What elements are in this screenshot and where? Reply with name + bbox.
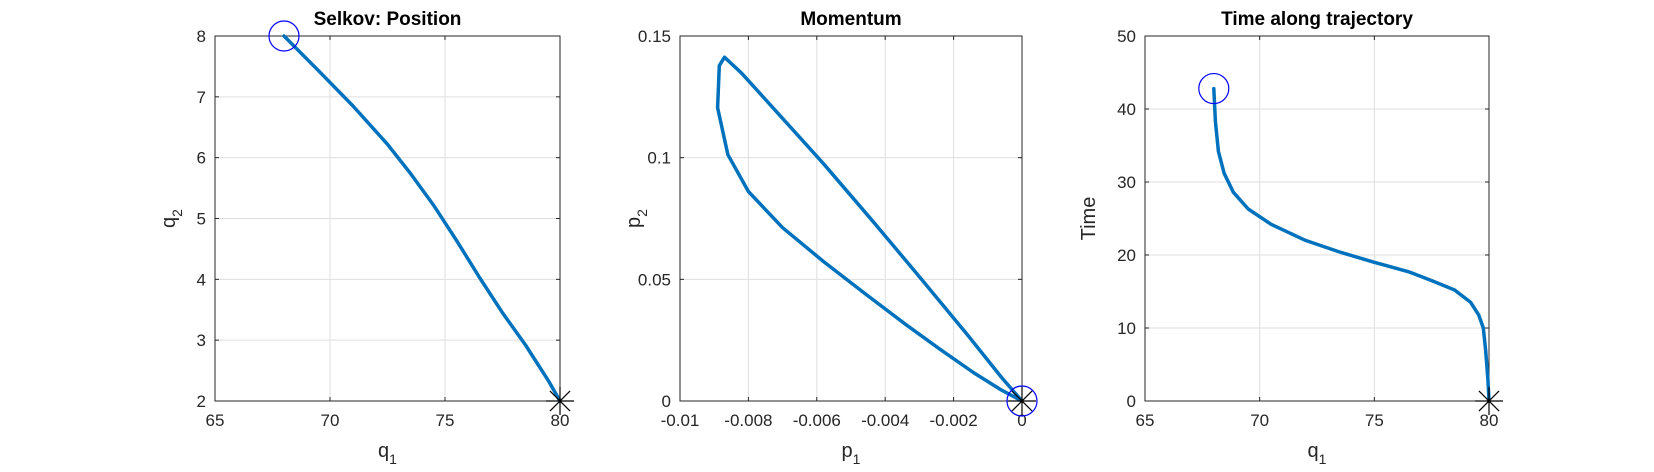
panel-2-xtick-label-4: -0.002 xyxy=(929,411,977,430)
panel-3-title: Time along trajectory xyxy=(1221,9,1413,30)
panel-2-series-line-0 xyxy=(715,55,1024,403)
panel-1-xtick-label-0: 65 xyxy=(206,411,225,430)
panel-1-ytick-label-0: 2 xyxy=(197,392,206,411)
panel-3-ytick-label-1: 10 xyxy=(1117,319,1136,338)
panel-2-title: Momentum xyxy=(800,9,901,30)
panel-2-ytick-label-1: 0.05 xyxy=(638,270,671,289)
panel-1-ytick-label-2: 4 xyxy=(197,270,206,289)
panel-3-xtick-label-1: 70 xyxy=(1250,411,1269,430)
panel-3-ytick-label-2: 20 xyxy=(1117,246,1136,265)
panel-2-start-marker xyxy=(1006,385,1038,417)
panel-3-end-marker xyxy=(1475,387,1503,415)
panel-2-xtick-label-0: -0.01 xyxy=(661,411,700,430)
panel-1-ytick-label-4: 6 xyxy=(197,149,206,168)
panel-2-ytick-label-2: 0.1 xyxy=(647,149,671,168)
panel-3-ytick-label-5: 50 xyxy=(1117,27,1136,46)
panel-2-xtick-label-2: -0.006 xyxy=(793,411,841,430)
panel-3: 65 70 75 80 0 10 20 30 40 50 Time along trajectory… xyxy=(1078,9,1503,467)
panel-3-axes-box xyxy=(1144,35,1490,402)
panel-1-ylabel: q2 xyxy=(158,209,185,228)
panel-2-xtick-label-1: -0.008 xyxy=(724,411,772,430)
panel-3-ytick-label-3: 30 xyxy=(1117,173,1136,192)
panel-3-ytick-label-4: 40 xyxy=(1117,100,1136,119)
panel-1-xtick-label-1: 70 xyxy=(321,411,340,430)
panel-1-end-marker xyxy=(546,387,574,415)
panel-3-xtick-label-3: 80 xyxy=(1480,411,1499,430)
panel-2-end-marker xyxy=(1008,387,1036,415)
panel-3-start-marker xyxy=(1198,72,1230,105)
panel-1: 65 70 75 80 2 3 4 5 6 7 8 Selkov: Position q1 q2 xyxy=(158,9,574,467)
panel-1-ytick-label-3: 5 xyxy=(197,210,206,229)
panel-1-xlabel: q1 xyxy=(378,440,397,467)
panel-1-ytick-label-5: 7 xyxy=(197,88,206,107)
panel-1-ytick-label-1: 3 xyxy=(197,331,206,350)
panel-2-ytick-label-0: 0 xyxy=(662,392,671,411)
panel-3-xtick-label-2: 75 xyxy=(1365,411,1384,430)
panel-2: -0.01 -0.008 -0.006 -0.004 -0.002 0 0 0.05 0.1 0.… xyxy=(623,9,1038,467)
panel-1-title: Selkov: Position xyxy=(314,9,462,30)
panel-2-ytick-label-3: 0.15 xyxy=(638,27,671,46)
panel-1-start-marker xyxy=(268,20,300,52)
panel-1-xtick-label-3: 80 xyxy=(551,411,570,430)
panel-3-xlabel: q1 xyxy=(1308,440,1327,467)
panel-1-series-line-0 xyxy=(282,34,562,403)
panel-1-ytick-label-6: 8 xyxy=(197,27,206,46)
panel-3-ytick-label-0: 0 xyxy=(1127,392,1136,411)
panel-2-xtick-label-3: -0.004 xyxy=(861,411,909,430)
panel-3-xtick-label-0: 65 xyxy=(1136,411,1155,430)
panel-2-axes-box xyxy=(679,35,1023,402)
panel-1-xtick-label-2: 75 xyxy=(436,411,455,430)
panel-3-series-line-0 xyxy=(1212,86,1491,403)
panel-3-ylabel: Time xyxy=(1078,197,1100,241)
panel-2-ylabel: p2 xyxy=(623,209,650,228)
panel-2-xlabel: p1 xyxy=(842,440,861,467)
panel-2-xtick-label-5: 0 xyxy=(1017,411,1026,430)
